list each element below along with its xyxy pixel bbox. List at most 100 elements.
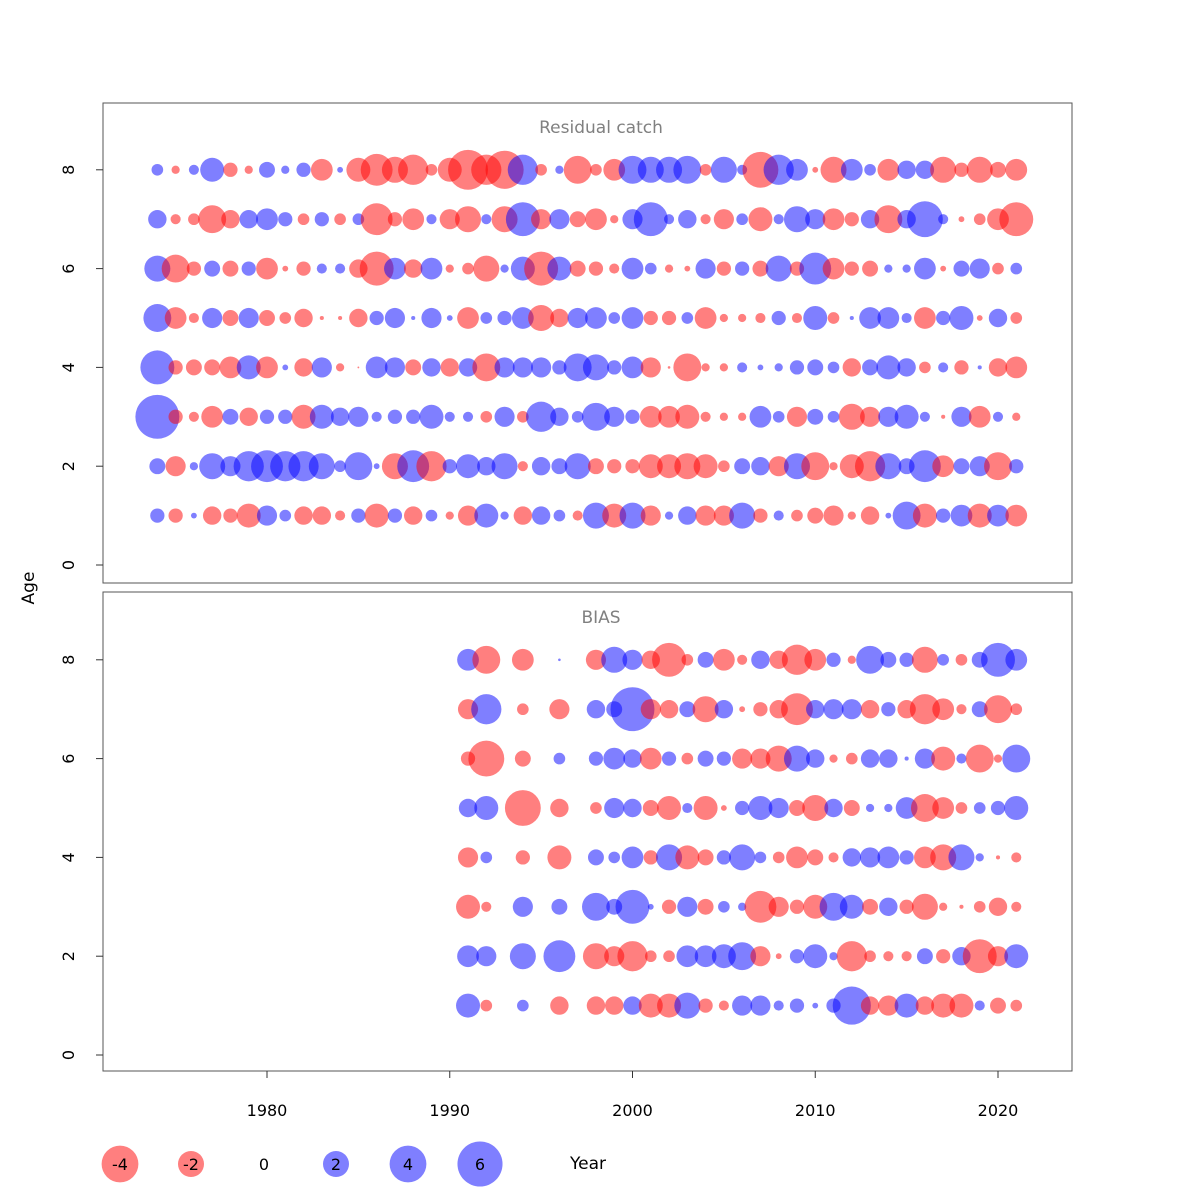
bubble-1984-age-6: [335, 263, 346, 274]
bubble-2017-age-5: [936, 310, 951, 326]
y-tick-label: 0: [59, 1050, 78, 1060]
bubble-2007-age-7: [748, 207, 773, 232]
bubble-1978-age-6: [222, 260, 239, 277]
bubble-1993-age-4: [494, 357, 515, 378]
bubble-2007-age-4: [757, 364, 764, 371]
bubble-2016-age-3: [911, 893, 938, 920]
bubble-1979-age-6: [241, 261, 256, 276]
bubble-2012-age-7: [844, 212, 859, 227]
bubble-1988-age-5: [411, 315, 416, 321]
bubble-2005-age-1: [713, 505, 734, 526]
panel-frame: [102, 102, 1073, 584]
bubble-2016-age-2: [908, 450, 941, 483]
bubble-2011-age-5: [827, 312, 840, 324]
bubble-2001-age-5: [642, 800, 659, 816]
bubble-1978-age-1: [223, 508, 238, 523]
bubble-1999-age-4: [607, 360, 622, 375]
bubble-1987-age-7: [387, 212, 403, 227]
bubble-2012-age-4: [842, 358, 861, 377]
bubble-2000-age-1: [619, 502, 646, 529]
bubble-2012-age-6: [844, 261, 859, 276]
bubble-2019-age-4: [977, 365, 982, 370]
bubble-2005-age-2: [718, 460, 730, 473]
bubble-2006-age-3: [738, 902, 747, 911]
bubble-1998-age-1: [582, 502, 609, 529]
bubble-2002-age-3: [658, 405, 680, 428]
bubble-2000-age-4: [621, 846, 644, 869]
bubble-1998-age-3: [581, 402, 610, 431]
bubble-2009-age-1: [789, 998, 805, 1013]
bubble-1981-age-3: [278, 409, 293, 424]
y-tick-label: 8: [59, 655, 78, 665]
bubble-2015-age-4: [897, 358, 916, 377]
y-tick-label: 4: [59, 362, 78, 372]
bubble-1978-age-4: [219, 356, 242, 379]
bubble-2009-age-7: [783, 206, 810, 233]
bubble-2008-age-5: [768, 797, 789, 819]
bubble-2008-age-3: [768, 896, 789, 917]
bubble-2020-age-8: [990, 161, 1006, 178]
panel-frame: [102, 591, 1073, 1072]
bubble-2006-age-6: [735, 261, 750, 276]
bubble-2013-age-5: [865, 803, 875, 813]
legend-bubble: [457, 1141, 503, 1187]
bubble-2015-age-2: [901, 951, 912, 962]
bubble-2005-age-3: [718, 900, 730, 913]
bubble-1991-age-4: [458, 358, 478, 377]
bubble-2006-age-6: [732, 748, 753, 769]
bubble-2003-age-4: [675, 845, 700, 870]
bubble-2008-age-3: [772, 410, 785, 423]
bubble-1999-age-2: [607, 459, 622, 474]
bubble-1998-age-2: [582, 943, 609, 970]
bubble-1994-age-8: [507, 154, 538, 185]
bubble-1995-age-6: [524, 251, 559, 286]
bubble-1981-age-8: [281, 165, 290, 174]
bubble-2016-age-2: [916, 948, 933, 965]
bubble-2011-age-5: [824, 798, 843, 818]
bubble-2001-age-7: [633, 202, 668, 237]
bubble-1984-age-1: [335, 510, 346, 521]
bubble-2001-age-4: [643, 850, 658, 865]
bubble-2006-age-3: [738, 412, 747, 421]
bubble-2010-age-1: [807, 507, 824, 524]
bubble-2003-age-8: [673, 155, 702, 184]
bubble-2020-age-1: [990, 997, 1006, 1014]
bubble-2014-age-4: [876, 355, 901, 380]
bubble-2015-age-8: [897, 160, 916, 179]
bubble-1997-age-4: [563, 353, 592, 382]
bubble-1986-age-1: [364, 503, 389, 528]
bubble-2011-age-8: [820, 156, 847, 183]
bubble-2003-age-3: [677, 896, 698, 917]
bubble-1992-age-4: [472, 353, 501, 382]
bubble-1977-age-2: [199, 453, 226, 480]
bubble-1996-age-6: [553, 752, 566, 765]
bubble-2003-age-3: [675, 404, 700, 429]
bubble-1974-age-8: [151, 163, 164, 176]
bubble-1983-age-8: [310, 158, 333, 181]
bubble-2006-age-7: [736, 213, 748, 226]
bubble-1983-age-4: [311, 357, 332, 378]
bubble-2010-age-8: [812, 166, 819, 173]
bubble-2010-age-2: [803, 944, 828, 969]
bubble-2017-age-6: [931, 746, 956, 771]
bubble-2002-age-3: [661, 899, 677, 914]
bubble-2007-age-3: [749, 405, 772, 428]
bubble-1997-age-5: [567, 307, 588, 329]
bubble-2005-age-4: [719, 363, 728, 372]
bubble-1975-age-2: [165, 456, 186, 477]
bubble-2006-age-1: [732, 995, 753, 1016]
bubble-2005-age-3: [719, 412, 728, 421]
bubble-2020-age-2: [984, 452, 1012, 481]
bubble-2002-age-4: [656, 844, 683, 871]
bubble-2007-age-1: [753, 508, 768, 523]
bubble-1986-age-2: [373, 463, 380, 470]
bubble-2003-age-5: [682, 802, 693, 814]
bubble-1989-age-2: [416, 451, 447, 482]
bubble-1981-age-6: [282, 265, 289, 272]
bubble-1986-age-4: [365, 356, 388, 379]
bubble-2016-age-5: [910, 794, 939, 822]
bubble-1985-age-5: [349, 308, 368, 328]
bubble-1984-age-4: [335, 363, 345, 372]
bubble-1976-age-2: [189, 462, 199, 471]
bubble-2017-age-3: [939, 902, 948, 911]
